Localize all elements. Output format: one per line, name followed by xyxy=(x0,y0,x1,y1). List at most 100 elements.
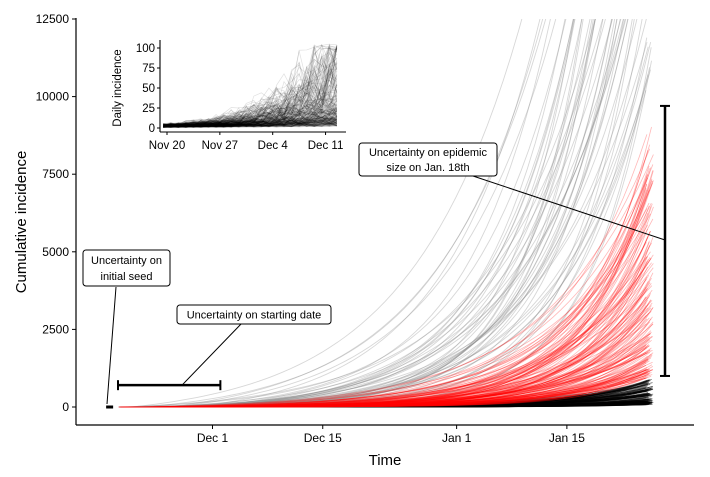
trajectory-line xyxy=(172,19,557,408)
daily-incidence-line xyxy=(163,63,337,128)
trajectory-line xyxy=(141,267,654,408)
trajectory-line xyxy=(171,60,652,408)
trajectory-line xyxy=(201,372,651,408)
trajectory-line xyxy=(143,19,544,408)
daily-incidence-line xyxy=(163,98,337,128)
daily-incidence-line xyxy=(163,88,338,127)
trajectory-line xyxy=(141,263,654,408)
daily-incidence-line xyxy=(163,115,338,128)
daily-incidence-line xyxy=(163,120,337,128)
daily-incidence-line xyxy=(163,121,338,127)
daily-incidence-line xyxy=(163,84,338,128)
trajectory-line xyxy=(144,46,649,408)
trajectory-line xyxy=(139,47,652,408)
trajectory-line xyxy=(140,369,653,408)
trajectory-line xyxy=(124,349,653,408)
trajectory-line xyxy=(173,296,647,408)
trajectory-line xyxy=(151,74,649,408)
daily-incidence-line xyxy=(163,115,338,127)
trajectory-line xyxy=(155,283,652,408)
daily-incidence-line xyxy=(163,83,338,127)
daily-incidence-line xyxy=(163,95,338,127)
trajectory-line xyxy=(139,311,652,408)
trajectory-line xyxy=(143,372,649,408)
daily-incidence-line xyxy=(163,119,338,128)
daily-incidence-line xyxy=(163,47,338,127)
trajectory-line xyxy=(161,338,650,408)
trajectory-line xyxy=(167,369,648,408)
trajectory-line xyxy=(174,288,648,408)
daily-incidence-line xyxy=(163,106,337,128)
trajectory-line xyxy=(119,256,648,408)
daily-incidence-line xyxy=(163,123,337,128)
daily-incidence-line xyxy=(163,112,338,127)
daily-incidence-line xyxy=(163,116,338,128)
trajectory-line xyxy=(197,344,647,408)
trajectory-line xyxy=(196,19,647,408)
daily-incidence-line xyxy=(163,119,337,128)
daily-incidence-line xyxy=(163,117,337,127)
daily-incidence-line xyxy=(163,121,338,128)
trajectory-line xyxy=(132,19,523,408)
trajectory-line xyxy=(123,167,652,408)
trajectory-line xyxy=(192,168,650,408)
trajectory-line xyxy=(130,230,651,408)
daily-incidence-line xyxy=(163,45,338,126)
daily-incidence-line xyxy=(163,110,338,127)
daily-incidence-line xyxy=(163,44,338,127)
daily-incidence-line xyxy=(163,45,338,127)
trajectory-line xyxy=(208,295,651,408)
daily-incidence-line xyxy=(163,119,338,128)
daily-incidence-line xyxy=(163,106,338,128)
trajectory-line xyxy=(181,365,646,408)
daily-incidence-line xyxy=(163,123,337,128)
daily-incidence-line xyxy=(163,45,338,127)
trajectory-line xyxy=(208,67,651,408)
trajectory-line xyxy=(124,242,652,408)
daily-incidence-line xyxy=(163,104,338,128)
daily-incidence-line xyxy=(163,114,338,128)
trajectory-line xyxy=(200,19,574,408)
trajectory-line xyxy=(173,361,647,408)
trajectory-line xyxy=(121,312,649,408)
trajectory-line xyxy=(158,362,647,408)
trajectory-line xyxy=(134,369,647,408)
daily-incidence-line xyxy=(163,45,338,127)
daily-incidence-line xyxy=(163,114,337,128)
daily-incidence-line xyxy=(163,48,338,127)
inset-y-tick-label: 75 xyxy=(142,63,155,75)
daily-incidence-line xyxy=(163,122,337,128)
trajectory-line xyxy=(171,19,604,408)
daily-incidence-line xyxy=(163,48,337,127)
epidemic-size-label-line2: size on Jan. 18th xyxy=(386,162,469,174)
trajectory-line xyxy=(206,224,649,408)
trajectory-line xyxy=(136,149,649,408)
trajectory-line xyxy=(205,372,647,408)
daily-incidence-line xyxy=(163,120,338,128)
trajectory-line xyxy=(199,358,649,408)
daily-incidence-line xyxy=(163,69,338,128)
daily-incidence-line xyxy=(163,89,337,126)
trajectory-line xyxy=(182,318,648,408)
trajectory-line xyxy=(125,369,654,408)
trajectory-line xyxy=(156,19,618,408)
trajectory-line xyxy=(179,19,613,408)
daily-incidence-line xyxy=(163,62,338,127)
start-date-callout-line xyxy=(181,322,243,386)
daily-incidence-line xyxy=(163,123,337,128)
trajectory-line xyxy=(205,369,647,408)
daily-incidence-line xyxy=(163,94,338,128)
daily-incidence-line xyxy=(163,45,338,127)
seed-callout-line xyxy=(106,286,117,405)
daily-incidence-line xyxy=(163,118,338,128)
epidemic-size-callout-line xyxy=(469,174,666,241)
trajectory-line xyxy=(174,19,624,408)
daily-incidence-line xyxy=(163,107,338,128)
daily-incidence-line xyxy=(163,103,338,128)
daily-incidence-line xyxy=(163,122,337,128)
trajectory-line xyxy=(181,315,647,408)
daily-incidence-line xyxy=(163,120,338,127)
daily-incidence-line xyxy=(163,119,337,128)
trajectory-line xyxy=(127,228,649,408)
daily-incidence-line xyxy=(163,112,338,126)
